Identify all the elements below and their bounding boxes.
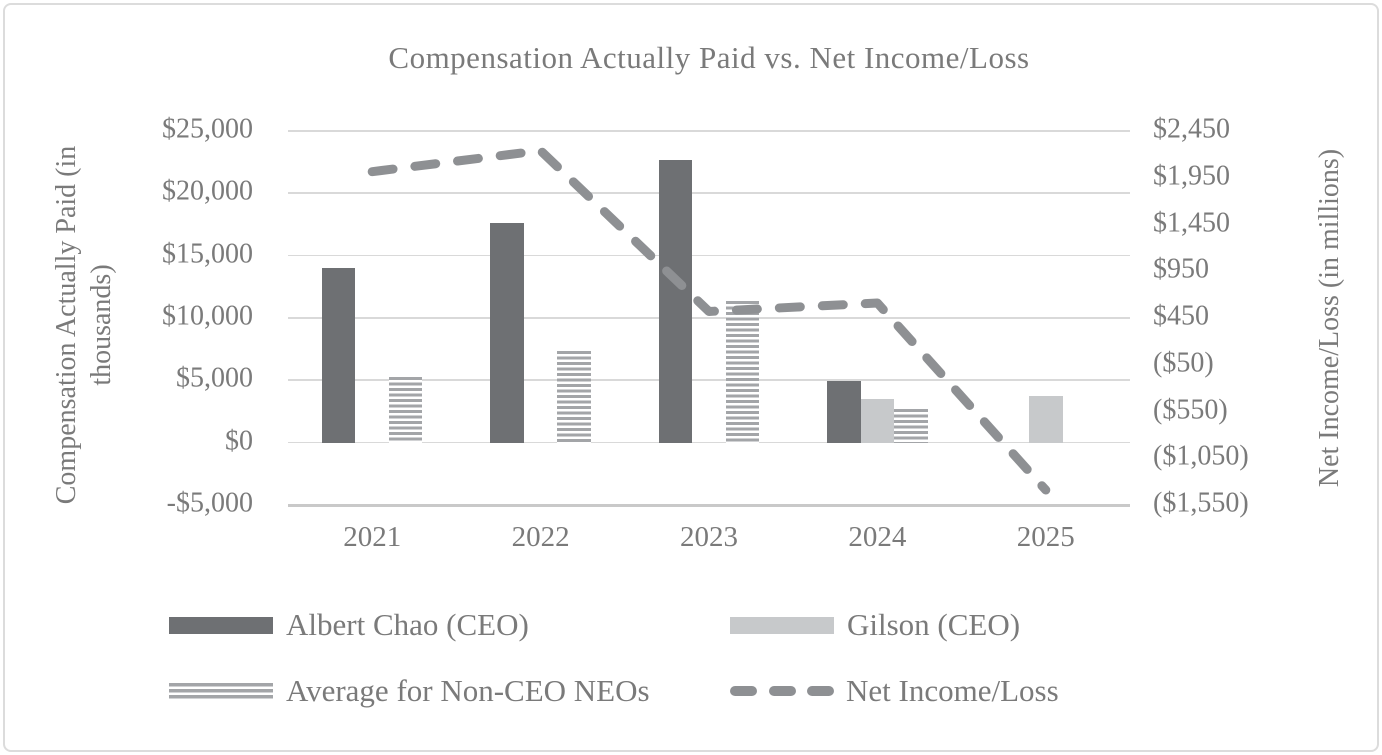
bar-average-for-non-ceo-neos-2024	[894, 408, 928, 443]
legend-label-average-non-ceo-neos: Average for Non-CEO NEOs	[286, 673, 650, 708]
bar-albert-chao-ceo-2021	[321, 268, 356, 443]
gridline	[288, 130, 1130, 132]
left-axis-tick: $25,000	[162, 113, 253, 145]
legend-label-albert-chao-ceo: Albert Chao (CEO)	[286, 607, 529, 642]
chart-title: Compensation Actually Paid vs. Net Incom…	[388, 40, 1030, 75]
gridline	[288, 379, 1130, 381]
right-axis-tick: $1,450	[1153, 207, 1230, 239]
right-axis-tick: ($1,550)	[1153, 487, 1249, 519]
legend-item-albert-chao-ceo: Albert Chao (CEO)	[169, 603, 529, 647]
legend-item-gilson-ceo: Gilson (CEO)	[730, 603, 1020, 647]
left-axis-tick: $10,000	[162, 300, 253, 332]
bar-gilson-ceo-2024	[860, 398, 895, 443]
x-axis-label-2022: 2022	[511, 521, 570, 553]
legend-swatch-average-non-ceo-neos	[169, 682, 273, 700]
right-axis-tick: ($550)	[1153, 394, 1228, 426]
legend-item-net-income-loss: Net Income/Loss	[730, 669, 1059, 713]
left-axis-tick: $20,000	[162, 176, 253, 208]
x-axis-line	[288, 504, 1130, 507]
legend-item-average-non-ceo-neos: Average for Non-CEO NEOs	[169, 669, 650, 713]
left-axis-tick: -$5,000	[166, 487, 253, 519]
bar-average-for-non-ceo-neos-2023	[725, 300, 760, 443]
bar-gilson-ceo-2025	[1029, 395, 1063, 443]
left-axis-tick: $5,000	[176, 363, 253, 395]
right-axis-tick: ($50)	[1153, 347, 1214, 379]
gridline	[288, 441, 1130, 444]
gridline	[288, 317, 1130, 319]
left-axis-tick: $15,000	[162, 238, 253, 270]
bar-albert-chao-ceo-2023	[658, 159, 693, 443]
right-axis-tick: $1,950	[1153, 160, 1230, 192]
right-axis-tick: $950	[1153, 253, 1209, 285]
legend-label-net-income-loss: Net Income/Loss	[846, 673, 1059, 708]
x-axis-label-2024: 2024	[848, 521, 907, 553]
legend-swatch-gilson-ceo	[730, 616, 834, 634]
right-axis-tick: $450	[1153, 300, 1209, 332]
bar-albert-chao-ceo-2022	[490, 223, 524, 443]
legend-swatch-net-income-loss-dashed-line	[730, 686, 834, 696]
gridline	[288, 192, 1130, 194]
net-income-loss-line	[367, 146, 1051, 495]
legend-swatch-albert-chao-ceo	[169, 616, 273, 634]
bar-average-for-non-ceo-neos-2021	[388, 376, 423, 443]
bar-average-for-non-ceo-neos-2022	[557, 351, 591, 443]
bar-albert-chao-ceo-2024	[827, 380, 861, 443]
right-axis-tick: $2,450	[1153, 113, 1230, 145]
x-axis-label-2021: 2021	[343, 521, 402, 553]
gridline	[288, 254, 1130, 257]
right-axis-tick: ($1,050)	[1153, 440, 1249, 472]
left-axis-tick: $0	[225, 425, 253, 457]
x-axis-label-2025: 2025	[1016, 521, 1075, 553]
x-axis-label-2023: 2023	[680, 521, 738, 553]
legend-label-gilson-ceo: Gilson (CEO)	[847, 607, 1021, 642]
